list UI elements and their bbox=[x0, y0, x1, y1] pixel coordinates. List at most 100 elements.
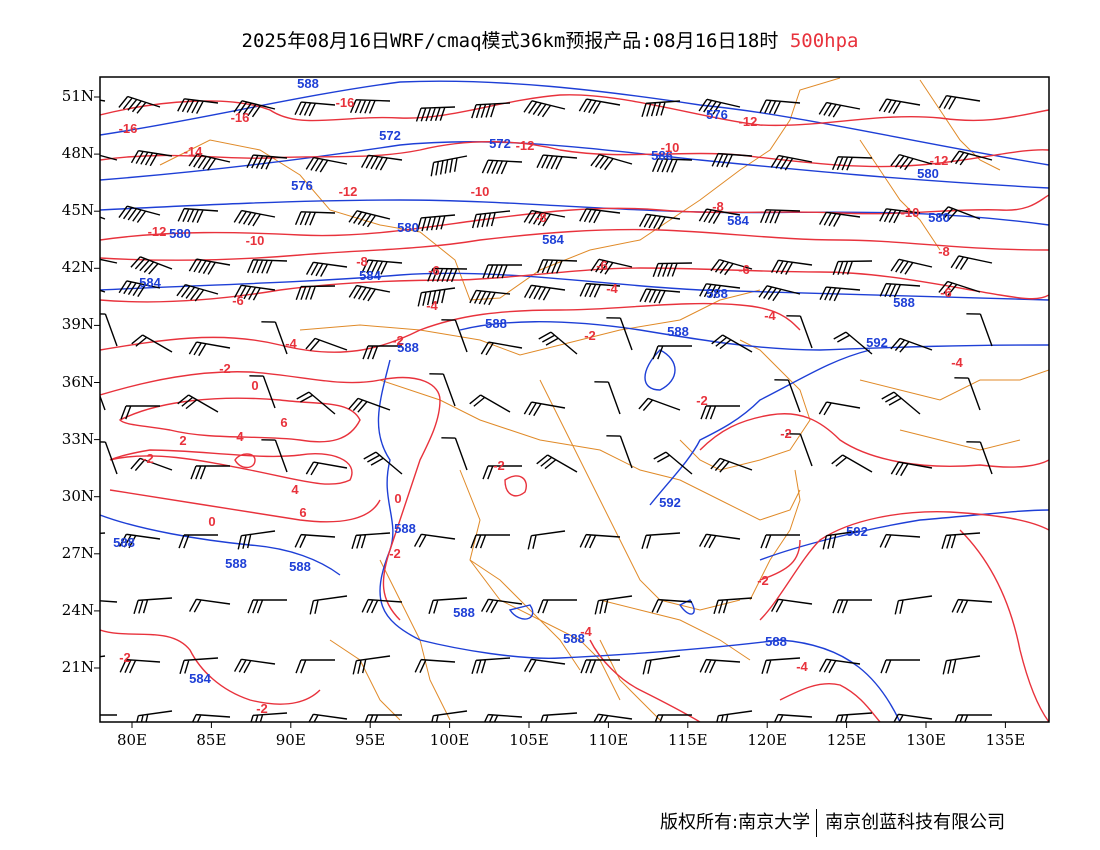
wind-barb bbox=[951, 598, 993, 614]
wind-barb bbox=[413, 533, 456, 548]
wind-barb bbox=[536, 454, 578, 473]
height-contour-label: 580 bbox=[397, 220, 419, 235]
wind-barb bbox=[481, 159, 523, 175]
temperature-contour-label: -2 bbox=[696, 393, 708, 408]
wind-barb bbox=[638, 397, 681, 412]
temperature-contour-label: -10 bbox=[661, 140, 680, 155]
wind-barb bbox=[469, 394, 511, 413]
wind-barb bbox=[305, 261, 348, 277]
wind-barb bbox=[890, 337, 933, 353]
wind-barb bbox=[480, 341, 523, 356]
height-contour-label: 576 bbox=[706, 107, 728, 122]
wind-barb bbox=[879, 533, 921, 548]
lat-label: 45N bbox=[61, 201, 94, 220]
wind-barb bbox=[641, 532, 681, 549]
temperature-contour-label: 0 bbox=[208, 514, 215, 529]
wind-barb bbox=[100, 441, 118, 475]
wind-barb bbox=[770, 154, 813, 171]
wind-barb bbox=[305, 461, 348, 476]
wind-barb bbox=[832, 260, 873, 276]
wind-barb bbox=[261, 321, 288, 355]
lat-label: 27N bbox=[61, 543, 94, 562]
height-contour-label: 572 bbox=[379, 128, 401, 143]
wind-barb bbox=[429, 373, 456, 407]
wind-barb bbox=[950, 255, 993, 271]
wind-barb bbox=[786, 433, 813, 467]
wind-barb bbox=[651, 158, 693, 173]
wind-barb bbox=[770, 598, 813, 613]
wind-barb bbox=[100, 289, 106, 293]
wind-barb bbox=[579, 533, 621, 549]
wind-barb bbox=[431, 710, 468, 722]
wind-barb bbox=[100, 714, 117, 716]
height-contour-label: 588 bbox=[765, 634, 787, 649]
wind-barb bbox=[309, 595, 348, 615]
wind-barb bbox=[954, 377, 981, 411]
lat-label: 48N bbox=[61, 144, 94, 163]
temperature-contour-label: -8 bbox=[938, 244, 950, 259]
wind-barb bbox=[698, 533, 741, 549]
lat-label: 30N bbox=[61, 486, 94, 505]
wind-barb bbox=[942, 655, 981, 675]
wind-barb bbox=[233, 284, 276, 301]
temperature-contour-label: -12 bbox=[148, 224, 167, 239]
height-contour-label: 584 bbox=[727, 213, 749, 228]
wind-barb bbox=[822, 530, 861, 550]
wind-barb bbox=[590, 153, 633, 171]
temperature-contour-label: -2 bbox=[389, 546, 401, 561]
wind-barb bbox=[579, 282, 621, 298]
temperature-contour-label: -4 bbox=[764, 308, 776, 323]
lat-label: 33N bbox=[61, 429, 94, 448]
wind-barb bbox=[188, 341, 231, 357]
wind-barb bbox=[699, 658, 741, 674]
company-name: 南京创蓝科技有限公司 bbox=[825, 812, 1006, 833]
wind-barb bbox=[305, 156, 348, 173]
temperature-contour-label: -6 bbox=[428, 263, 440, 278]
wind-barb bbox=[578, 98, 621, 114]
wind-barb bbox=[348, 284, 391, 302]
wind-barb bbox=[348, 397, 391, 413]
wind-barb bbox=[118, 205, 161, 223]
wind-barb bbox=[818, 211, 861, 227]
wind-barb bbox=[120, 405, 160, 420]
temperature-contour-label: -6 bbox=[940, 285, 952, 300]
wind-barb bbox=[711, 334, 753, 353]
temperature-contour-label: -12 bbox=[516, 138, 535, 153]
wind-barb bbox=[540, 712, 578, 722]
wind-barb bbox=[890, 153, 933, 171]
pressure-level-label: 500hpa bbox=[789, 30, 859, 52]
wind-barbs bbox=[100, 94, 993, 722]
lon-label: 95E bbox=[355, 731, 386, 749]
wind-barb bbox=[118, 280, 161, 298]
temperature-contour-label: -16 bbox=[119, 121, 138, 136]
wind-barb bbox=[361, 259, 403, 275]
wind-barb bbox=[178, 534, 218, 549]
wind-barb bbox=[118, 533, 161, 549]
wind-barb bbox=[483, 713, 523, 722]
title-text: 2025年08月16日WRF/cmaq模式36km预报产品:08月16日18时 bbox=[241, 30, 779, 52]
height-contour-label: 588 bbox=[485, 316, 507, 331]
wind-barb bbox=[308, 713, 348, 722]
wind-barb bbox=[133, 597, 173, 614]
height-contour-label: 588 bbox=[225, 556, 247, 571]
wind-barb bbox=[176, 283, 219, 302]
temperature-contour-label: 0 bbox=[394, 491, 401, 506]
wind-barb bbox=[819, 286, 861, 302]
wind-barb bbox=[179, 657, 219, 674]
lon-label: 110E bbox=[588, 731, 629, 749]
wind-barb bbox=[818, 101, 861, 118]
copyright-text: 版权所有:南京大学 bbox=[660, 812, 811, 833]
temperature-contour-label: -2 bbox=[219, 361, 231, 376]
temperature-contour-label: -10 bbox=[246, 233, 265, 248]
temperature-contour-label: -2 bbox=[493, 458, 505, 473]
wind-barb bbox=[360, 154, 403, 171]
lon-label: 120E bbox=[747, 731, 787, 749]
wind-barb bbox=[523, 284, 566, 301]
wind-barb bbox=[606, 317, 633, 351]
temperature-contour-label: -10 bbox=[901, 205, 920, 220]
height-contour-label: 588 bbox=[893, 295, 915, 310]
wind-barb bbox=[538, 331, 578, 355]
wind-barb bbox=[831, 454, 873, 473]
height-contour-label: 592 bbox=[866, 335, 888, 350]
temperature-contour-label: 6 bbox=[280, 415, 287, 430]
